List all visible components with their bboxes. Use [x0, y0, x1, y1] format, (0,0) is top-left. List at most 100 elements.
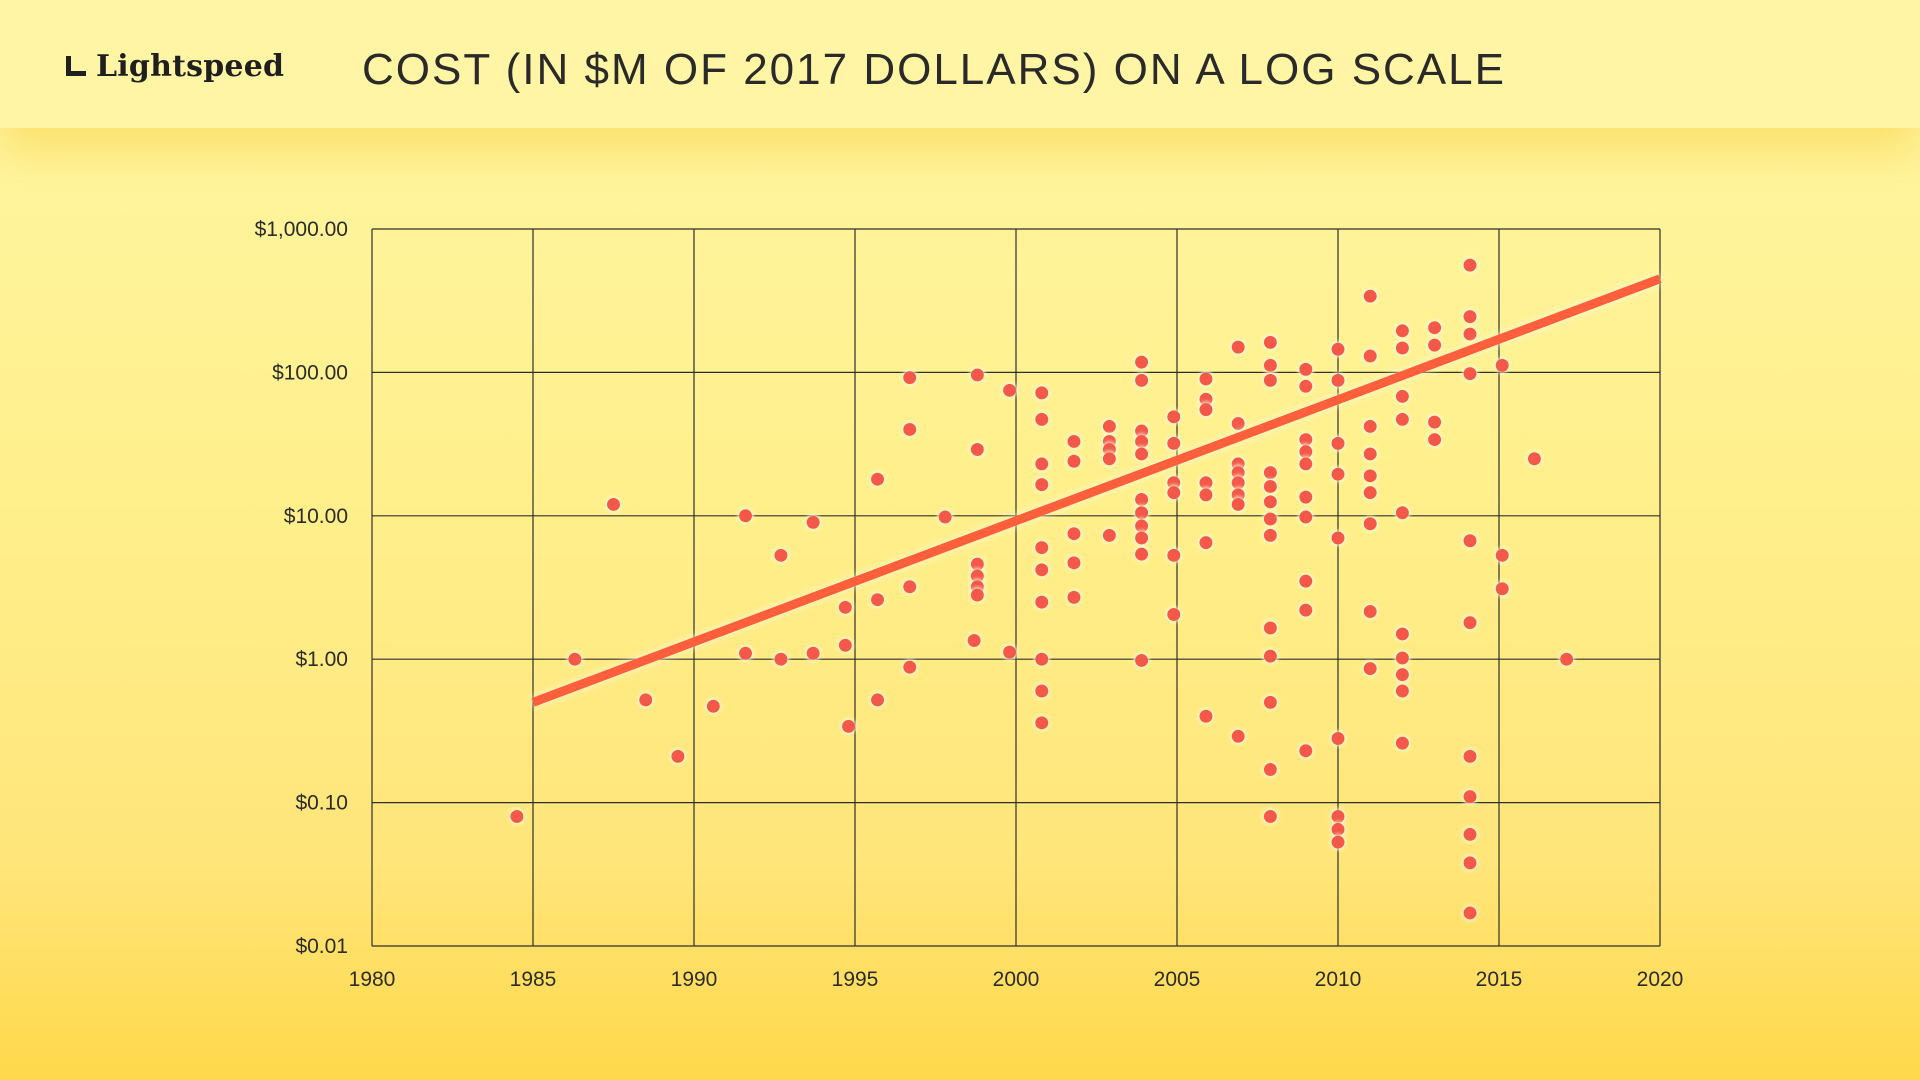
data-point [1035, 478, 1049, 492]
data-point [1463, 856, 1477, 870]
data-point [903, 580, 917, 594]
data-point [1395, 341, 1409, 355]
data-point [1527, 452, 1541, 466]
data-point [1495, 548, 1509, 562]
data-point [1135, 424, 1149, 438]
data-point [970, 368, 984, 382]
data-point [1263, 621, 1277, 635]
y-tick-label: $0.10 [295, 792, 348, 815]
data-point [1363, 605, 1377, 619]
x-tick-label: 2020 [1637, 968, 1684, 991]
data-point [938, 510, 952, 524]
x-tick-label: 1995 [832, 968, 879, 991]
data-point [871, 593, 885, 607]
data-point [970, 569, 984, 583]
data-point [1003, 383, 1017, 397]
data-point [903, 660, 917, 674]
data-point [1067, 527, 1081, 541]
data-point [1395, 389, 1409, 403]
data-point [1135, 355, 1149, 369]
data-point [510, 809, 524, 823]
data-point [970, 442, 984, 456]
x-tick-label: 2000 [993, 968, 1040, 991]
data-point [1102, 442, 1116, 456]
data-point [1495, 358, 1509, 372]
data-point [1299, 744, 1313, 758]
data-point [1463, 367, 1477, 381]
data-point [1263, 358, 1277, 372]
trend-line-group [531, 274, 1662, 707]
data-point [970, 557, 984, 571]
data-point [1331, 835, 1345, 849]
data-point [1263, 695, 1277, 709]
data-point [1167, 476, 1181, 490]
data-points [510, 258, 1574, 920]
data-point [1231, 476, 1245, 490]
data-point [1035, 563, 1049, 577]
data-point [871, 693, 885, 707]
data-point [1035, 716, 1049, 730]
data-point [1428, 415, 1442, 429]
data-point [1395, 412, 1409, 426]
data-point [1363, 469, 1377, 483]
data-point [1463, 790, 1477, 804]
data-point [842, 719, 856, 733]
data-point [1135, 434, 1149, 448]
brand-name: Lightspeed [96, 48, 285, 84]
data-point [1395, 651, 1409, 665]
data-point [1035, 541, 1049, 555]
data-point [1395, 684, 1409, 698]
data-point [1199, 709, 1213, 723]
data-point [739, 509, 753, 523]
data-point [1463, 534, 1477, 548]
data-point [1331, 731, 1345, 745]
data-point [1199, 403, 1213, 417]
data-point [1363, 447, 1377, 461]
data-point [1231, 466, 1245, 480]
trend-line [531, 274, 1662, 707]
data-point [1263, 495, 1277, 509]
data-point [1263, 809, 1277, 823]
data-point [1395, 506, 1409, 520]
data-point [1167, 548, 1181, 562]
data-point [1167, 486, 1181, 500]
data-point [1560, 652, 1574, 666]
y-tick-label: $10.00 [284, 505, 348, 528]
brand-logo: Lightspeed [64, 44, 284, 88]
data-point [671, 749, 685, 763]
x-tick-label: 1990 [671, 968, 718, 991]
data-point [1299, 574, 1313, 588]
data-point [1463, 749, 1477, 763]
data-point [806, 646, 820, 660]
data-point [1363, 349, 1377, 363]
data-point [871, 472, 885, 486]
data-point [1395, 324, 1409, 338]
data-point [1495, 582, 1509, 596]
data-point [568, 652, 582, 666]
data-point [903, 422, 917, 436]
x-tick-label: 1980 [349, 968, 396, 991]
data-point [1299, 510, 1313, 524]
data-point [1463, 827, 1477, 841]
data-point [1135, 531, 1149, 545]
data-point [706, 699, 720, 713]
data-point [1299, 490, 1313, 504]
y-axis-ticks: $1,000.00 $100.00 $10.00 $1.00 $0.10 $0.01 [255, 218, 348, 958]
x-tick-label: 1985 [510, 968, 557, 991]
data-point [1135, 506, 1149, 520]
data-point [607, 497, 620, 511]
data-point [1299, 603, 1313, 617]
data-point [1035, 412, 1049, 426]
data-point [1167, 607, 1181, 621]
data-point [1299, 379, 1313, 393]
data-point [1395, 668, 1409, 682]
x-tick-label: 2010 [1315, 968, 1362, 991]
data-point [1035, 386, 1049, 400]
data-point [1231, 340, 1245, 354]
data-point [1167, 436, 1181, 450]
data-point [1102, 528, 1116, 542]
data-point [639, 693, 653, 707]
data-point [1199, 536, 1213, 550]
data-point [1263, 528, 1277, 542]
